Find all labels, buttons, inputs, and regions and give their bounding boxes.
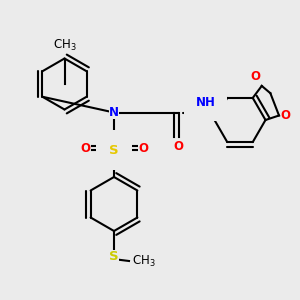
Text: N: N xyxy=(109,106,119,119)
Text: O: O xyxy=(138,142,148,155)
Text: O: O xyxy=(250,70,260,83)
Text: O: O xyxy=(173,140,184,152)
Text: S: S xyxy=(109,143,119,157)
Text: CH$_3$: CH$_3$ xyxy=(132,254,156,268)
Text: O: O xyxy=(280,109,290,122)
Text: CH$_3$: CH$_3$ xyxy=(53,38,76,52)
Text: NH: NH xyxy=(196,97,215,110)
Text: O: O xyxy=(80,142,90,155)
Text: S: S xyxy=(109,250,119,263)
